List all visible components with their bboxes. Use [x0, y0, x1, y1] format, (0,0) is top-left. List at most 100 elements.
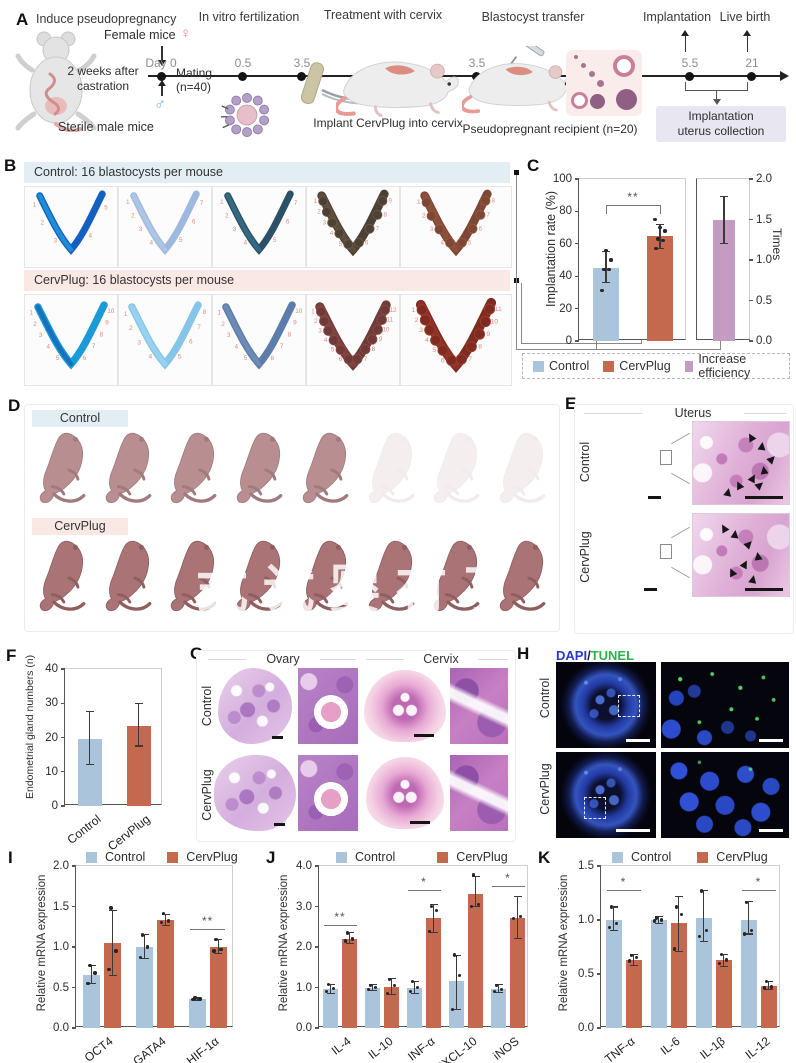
- legend-item-control: Control: [533, 359, 589, 373]
- data-point: [471, 873, 476, 877]
- collection-line-1: Implantation: [688, 109, 754, 123]
- error-bar: [88, 711, 91, 765]
- error-bar: [677, 896, 680, 952]
- svg-text:7: 7: [200, 200, 204, 207]
- bar-cervplug: [715, 959, 732, 1028]
- control-pups-row: [34, 428, 552, 514]
- supine-mouse-illustration: [15, 31, 97, 132]
- g-control-label: Control: [200, 685, 214, 727]
- data-point: [166, 919, 171, 923]
- bar-control: [323, 988, 338, 1028]
- d-control-chip: Control: [32, 410, 128, 427]
- data-point: [88, 963, 92, 968]
- bar-cervplug: [647, 235, 673, 341]
- ovary-header: Ovary: [266, 652, 300, 666]
- data-point: [429, 904, 434, 909]
- data-point: [719, 952, 724, 957]
- error-cap: [193, 999, 202, 1002]
- bracket-leg: [685, 82, 687, 91]
- x-tick-label: Control: [64, 812, 104, 847]
- svg-text:9: 9: [105, 320, 109, 327]
- bar-control: [491, 988, 506, 1028]
- error-bar: [747, 901, 750, 935]
- error-cap: [140, 934, 149, 936]
- x-tick-label: GATA4: [130, 1034, 169, 1063]
- panel-d-label: D: [8, 396, 21, 415]
- bracket-stem: [716, 90, 718, 100]
- error-cap: [720, 243, 728, 245]
- svg-text:3: 3: [39, 332, 43, 339]
- svg-text:3: 3: [233, 226, 237, 233]
- svg-text:4: 4: [441, 240, 445, 247]
- data-point: [93, 971, 97, 975]
- scale-bar: [745, 588, 783, 591]
- data-point: [762, 986, 767, 990]
- cervplug-dapi-section-image: [556, 752, 656, 838]
- collection-line-2: uterus collection: [677, 124, 765, 138]
- error-bar: [612, 907, 615, 931]
- scale-bar: [648, 496, 661, 499]
- tick-21: 21: [745, 56, 759, 70]
- data-point: [373, 985, 378, 990]
- svg-text:3: 3: [227, 332, 231, 339]
- svg-text:12: 12: [389, 307, 397, 314]
- y-tick-mark: [61, 736, 65, 739]
- trail-dot: [574, 55, 578, 59]
- data-point: [769, 985, 774, 989]
- y-tick-label: 0.0: [296, 1022, 312, 1034]
- panel-b-label: B: [4, 156, 17, 175]
- sig-bracket-leg: [660, 204, 661, 214]
- error-bar: [657, 916, 660, 924]
- error-cap: [654, 916, 663, 918]
- error-cap: [410, 980, 419, 982]
- scale-bar: [644, 588, 657, 591]
- data-point: [744, 901, 749, 905]
- d-cervplug-chip: CervPlug: [32, 518, 128, 535]
- svg-text:2: 2: [33, 321, 37, 328]
- svg-text:6: 6: [479, 225, 483, 232]
- y-tick-label: 100: [552, 173, 572, 185]
- e-cervplug-label: CervPlug: [578, 531, 592, 583]
- svg-text:1: 1: [33, 201, 37, 208]
- step-induce: Induce pseudopregnancy: [36, 12, 177, 26]
- data-point: [704, 929, 709, 933]
- sig-bracket: [606, 204, 660, 206]
- y-tick-mark: [61, 668, 65, 670]
- error-bar: [371, 984, 374, 991]
- data-point: [198, 997, 202, 1001]
- step-ivf: In vitro fertilization: [198, 10, 300, 24]
- svg-text:5: 5: [339, 241, 343, 248]
- svg-text:10: 10: [490, 319, 498, 326]
- svg-text:8: 8: [288, 331, 292, 338]
- k-mrna-chart: 0.0 0.5 1.0 1.5 TNF-α IL-6 IL-1β IL-12 * *: [578, 860, 780, 1063]
- error-bar: [474, 876, 477, 907]
- data-point: [511, 916, 516, 921]
- error-cap: [410, 992, 419, 995]
- uterus-image-box: 1 2 3 4 5: [24, 186, 118, 268]
- legend-label: CervPlug: [619, 359, 671, 373]
- arrowhead-icon: [753, 551, 764, 561]
- y-tick-label: 20: [559, 302, 572, 315]
- data-point: [604, 248, 608, 252]
- bracket-leg: [747, 82, 749, 91]
- legend-label: CervPlug: [716, 850, 768, 864]
- control-ovary-zoom-image: [298, 668, 358, 744]
- svg-text:2: 2: [41, 219, 45, 226]
- timeline-dot-55: [685, 71, 694, 81]
- y-tick-label: 1.5: [756, 213, 772, 226]
- y-tick-mark: [749, 178, 753, 180]
- blastocyst-icon: [590, 94, 605, 109]
- scale-bar: [616, 829, 650, 832]
- data-point: [408, 989, 413, 994]
- error-cap: [471, 905, 480, 908]
- trail-dot: [581, 63, 586, 68]
- svg-text:4: 4: [244, 240, 248, 247]
- step-livebirth: Live birth: [719, 10, 771, 24]
- y-tick-label: 1.0: [296, 981, 312, 994]
- castration-label-2: castration: [76, 79, 130, 93]
- pup-photo: [236, 540, 283, 612]
- error-cap: [134, 745, 143, 747]
- control-swatch-icon: [612, 851, 623, 863]
